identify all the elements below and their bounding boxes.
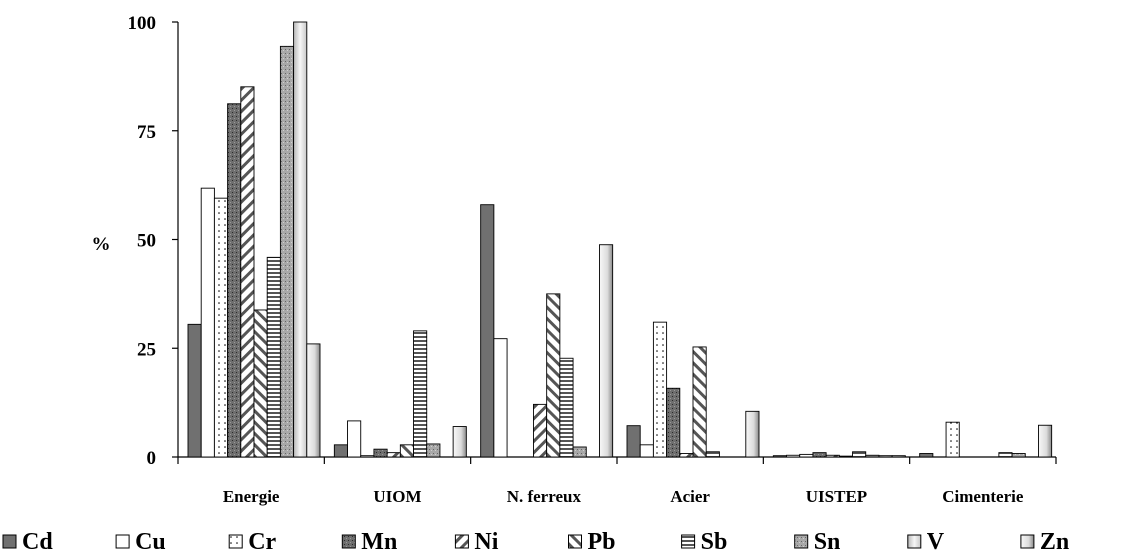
bar-uiom-sb: [413, 330, 428, 458]
bar-uistep-cd: [772, 455, 787, 458]
bar-uiom-pb: [399, 444, 414, 458]
bar-acier-zn: [745, 410, 760, 458]
bar-acier-cu: [639, 444, 654, 458]
bar-uistep-sb: [852, 451, 867, 458]
bar-uistep-mn: [812, 452, 827, 458]
legend-label-pb: Pb: [588, 529, 616, 555]
bars-group: [187, 21, 1053, 458]
legend-swatch-v: [907, 534, 922, 549]
bar-energie-cr: [213, 197, 229, 458]
legend-label-sb: Sb: [701, 529, 728, 555]
bar-n-ferreux-cd: [480, 204, 495, 458]
bar-uistep-sn: [865, 454, 880, 458]
legend-label-cu: Cu: [135, 529, 166, 555]
legend-label-sn: Sn: [814, 529, 841, 555]
bar-energie-v: [293, 21, 308, 458]
legend-swatch-sn: [794, 534, 809, 549]
y-tick-label: 50: [137, 231, 156, 252]
legend-label-mn: Mn: [361, 529, 397, 555]
legend-swatch-mn: [341, 534, 356, 549]
x-tick-label-uistep: UISTEP: [806, 487, 867, 506]
bar-uistep-cu: [786, 454, 801, 458]
bar-cimenterie-sb: [998, 452, 1013, 458]
bar-uiom-cd: [333, 444, 348, 458]
bar-uiom-cr: [360, 455, 375, 458]
y-tick-label: 75: [137, 122, 156, 143]
bar-acier-cd: [626, 425, 641, 458]
legend-label-ni: Ni: [474, 529, 498, 555]
bar-uistep-pb: [838, 455, 853, 458]
bar-n-ferreux-sn: [572, 446, 587, 458]
bar-uiom-mn: [373, 448, 388, 458]
bar-cimenterie-zn: [1038, 424, 1053, 458]
y-tick-label: 100: [128, 13, 157, 34]
bar-cimenterie-sn: [1011, 453, 1026, 458]
bar-cimenterie-cd: [919, 453, 934, 458]
legend-label-cd: Cd: [22, 529, 53, 555]
bar-energie-sn: [279, 45, 295, 458]
bar-energie-cd: [187, 323, 202, 458]
legend-label-cr: Cr: [248, 529, 276, 555]
legend-label-v: V: [927, 529, 945, 555]
bar-n-ferreux-zn: [599, 244, 614, 458]
bar-acier-pb: [692, 346, 707, 458]
x-tick-label-cimenterie: Cimenterie: [942, 487, 1024, 506]
x-tick-label-energie: Energie: [223, 487, 280, 506]
bar-uiom-sn: [426, 443, 441, 458]
legend-swatch-pb: [568, 534, 582, 549]
y-axis: 0 25 50 75 100: [128, 13, 179, 469]
x-tick-label-acier: Acier: [670, 487, 710, 506]
bar-n-ferreux-pb: [546, 293, 561, 458]
bar-energie-sb: [266, 256, 281, 458]
bar-uistep-ni: [825, 454, 840, 458]
bar-energie-mn: [227, 103, 242, 458]
legend-swatch-cu: [115, 534, 130, 549]
legend-swatch-zn: [1020, 534, 1035, 549]
bar-uistep-zn: [891, 455, 906, 458]
legend-swatch-ni: [454, 534, 469, 549]
bar-cimenterie-cr: [945, 421, 960, 458]
y-tick-label: 0: [147, 448, 157, 469]
bar-uiom-zn: [452, 426, 467, 458]
bar-uiom-ni: [386, 452, 401, 458]
x-tick-label-uiom: UIOM: [373, 487, 421, 506]
legend: Cd Cu Cr Mn Ni Pb Sb Sn V Zn: [2, 529, 1069, 555]
bar-acier-cr: [652, 321, 668, 458]
bar-n-ferreux-ni: [533, 403, 548, 458]
bar-n-ferreux-cu: [493, 338, 508, 458]
bar-acier-ni: [679, 453, 694, 458]
bar-uistep-v: [878, 455, 893, 458]
y-axis-label: %: [92, 234, 111, 255]
legend-swatch-cd: [2, 534, 17, 549]
y-tick-label: 25: [137, 339, 156, 360]
bar-uiom-cu: [347, 420, 362, 458]
bar-acier-mn: [666, 387, 681, 458]
bar-energie-cu: [200, 187, 215, 458]
bar-energie-pb: [253, 309, 268, 458]
legend-swatch-cr: [228, 534, 243, 549]
legend-swatch-sb: [681, 534, 696, 549]
bar-energie-ni: [240, 86, 255, 458]
bar-energie-zn: [306, 343, 321, 458]
bar-uistep-cr: [799, 453, 814, 458]
legend-label-zn: Zn: [1040, 529, 1069, 555]
x-tick-label-n-ferreux: N. ferreux: [507, 487, 582, 506]
bar-acier-sb: [705, 451, 720, 458]
x-axis: Energie UIOM N. ferreux Acier UISTEP Cimenter…: [177, 456, 1057, 506]
bar-n-ferreux-sb: [559, 357, 574, 458]
